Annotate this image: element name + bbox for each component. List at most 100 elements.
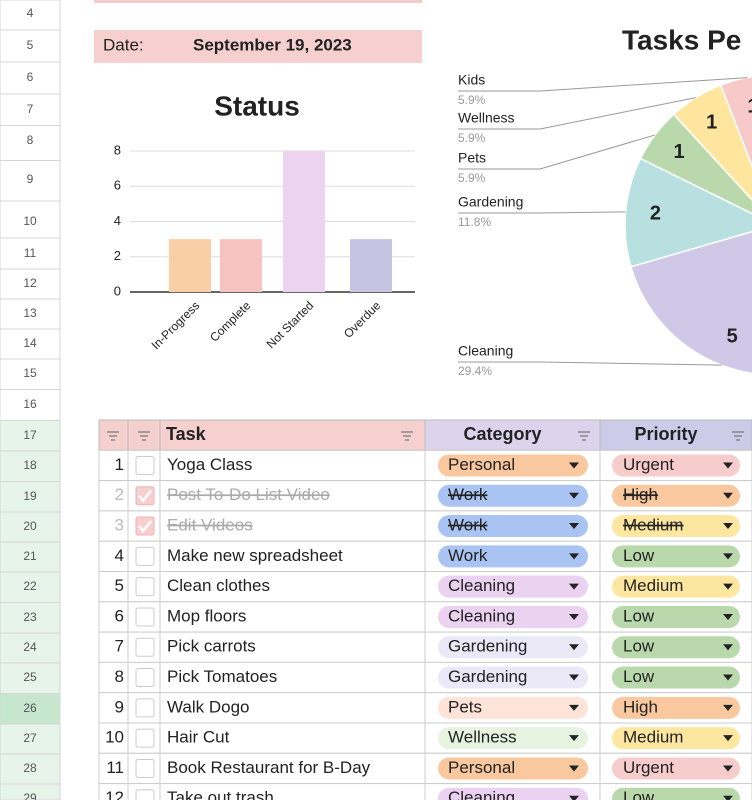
category-chip[interactable] xyxy=(438,787,588,800)
checkmark xyxy=(138,520,152,534)
category-chip[interactable] xyxy=(438,484,588,507)
filter-icon[interactable] xyxy=(401,431,413,441)
priority-chip[interactable] xyxy=(612,575,740,598)
row-header-cell xyxy=(0,511,61,543)
row-number: 29 xyxy=(23,791,37,800)
cell xyxy=(98,722,129,754)
checkbox[interactable] xyxy=(135,546,155,566)
percent-label: 11.8% xyxy=(458,215,491,229)
y-tick-label: 8 xyxy=(114,142,121,157)
checkbox[interactable] xyxy=(135,516,155,536)
priority-chip[interactable] xyxy=(612,787,740,800)
category-value: Gardening xyxy=(448,637,527,656)
dropdown-arrow[interactable] xyxy=(723,674,733,681)
checkbox[interactable] xyxy=(135,698,155,718)
row-number: 4 xyxy=(27,6,34,20)
row-header-cell xyxy=(0,481,61,513)
checkbox[interactable] xyxy=(135,758,155,778)
filter-icon[interactable] xyxy=(732,431,744,441)
row-number: 14 xyxy=(23,336,37,350)
priority-chip[interactable] xyxy=(612,757,740,780)
category-chip[interactable] xyxy=(438,696,588,719)
dropdown-arrow[interactable] xyxy=(723,492,733,499)
dropdown-arrow[interactable] xyxy=(723,583,733,590)
dropdown-arrow[interactable] xyxy=(569,704,579,711)
checkbox[interactable] xyxy=(135,607,155,627)
dropdown-arrow[interactable] xyxy=(569,644,579,651)
dropdown-arrow[interactable] xyxy=(569,583,579,590)
filter-icon[interactable] xyxy=(138,431,150,441)
dropdown-arrow[interactable] xyxy=(723,765,733,772)
row-header-cell xyxy=(0,420,61,452)
checkbox[interactable] xyxy=(135,668,155,688)
category-chip[interactable] xyxy=(438,575,588,598)
filter-icon[interactable] xyxy=(578,431,590,441)
category-chip[interactable] xyxy=(438,636,588,659)
task-name: Pick Tomatoes xyxy=(167,667,277,686)
task-name: Make new spreadsheet xyxy=(167,546,343,565)
dropdown-arrow[interactable] xyxy=(569,765,579,772)
category-value: Pets xyxy=(448,697,482,716)
priority-chip[interactable] xyxy=(612,696,740,719)
category-value: Cleaning xyxy=(448,788,515,800)
checkbox[interactable] xyxy=(135,455,155,475)
category-chip[interactable] xyxy=(438,757,588,780)
row-number: 12 xyxy=(23,276,37,290)
legend-label: Cleaning xyxy=(458,343,513,359)
checkbox[interactable] xyxy=(135,789,155,800)
dropdown-arrow[interactable] xyxy=(723,462,733,469)
pie-slice xyxy=(624,157,752,268)
dropdown-arrow[interactable] xyxy=(723,553,733,560)
priority-value: Medium xyxy=(623,728,683,747)
priority-chip[interactable] xyxy=(612,454,740,477)
leader-line xyxy=(458,361,722,366)
row-number: 25 xyxy=(23,670,37,684)
dropdown-arrow[interactable] xyxy=(723,523,733,530)
priority-chip[interactable] xyxy=(612,545,740,568)
dropdown-arrow[interactable] xyxy=(569,674,579,681)
dropdown-arrow[interactable] xyxy=(723,704,733,711)
dropdown-arrow[interactable] xyxy=(569,553,579,560)
category-chip[interactable] xyxy=(438,515,588,538)
dropdown-arrow[interactable] xyxy=(723,613,733,620)
priority-chip[interactable] xyxy=(612,636,740,659)
category-chip[interactable] xyxy=(438,666,588,689)
task-name: Walk Dogo xyxy=(167,697,250,716)
task-name: Pick carrots xyxy=(167,637,256,656)
dropdown-arrow[interactable] xyxy=(723,735,733,742)
dropdown-arrow[interactable] xyxy=(569,613,579,620)
checkbox[interactable] xyxy=(135,728,155,748)
task-name: Edit Videos xyxy=(167,516,253,535)
row-header-cell xyxy=(0,571,61,603)
dropdown-arrow[interactable] xyxy=(569,523,579,530)
category-chip[interactable] xyxy=(438,454,588,477)
dropdown-arrow[interactable] xyxy=(569,462,579,469)
row-index: 9 xyxy=(115,697,124,716)
filter-icon[interactable] xyxy=(107,431,119,441)
checkbox[interactable] xyxy=(135,486,155,506)
cell xyxy=(159,480,426,512)
category-chip[interactable] xyxy=(438,605,588,628)
date-label: Date: xyxy=(103,35,144,54)
row-number: 11 xyxy=(24,246,37,260)
category-value: Cleaning xyxy=(448,606,515,625)
priority-chip[interactable] xyxy=(612,605,740,628)
category-chip[interactable] xyxy=(438,727,588,750)
dropdown-arrow[interactable] xyxy=(723,644,733,651)
checkbox[interactable] xyxy=(135,637,155,657)
category-chip[interactable] xyxy=(438,545,588,568)
priority-chip[interactable] xyxy=(612,484,740,507)
slice-label: 2 xyxy=(650,203,661,225)
row-number: 22 xyxy=(23,579,37,593)
dropdown-arrow[interactable] xyxy=(569,492,579,499)
priority-chip[interactable] xyxy=(612,666,740,689)
dropdown-arrow[interactable] xyxy=(723,795,733,800)
row-index: 7 xyxy=(115,637,124,656)
dropdown-arrow[interactable] xyxy=(569,735,579,742)
row-number: 26 xyxy=(23,701,37,715)
checkbox[interactable] xyxy=(135,577,155,597)
priority-chip[interactable] xyxy=(612,727,740,750)
percent-label: 5.9% xyxy=(458,131,486,145)
dropdown-arrow[interactable] xyxy=(569,795,579,800)
priority-chip[interactable] xyxy=(612,515,740,538)
